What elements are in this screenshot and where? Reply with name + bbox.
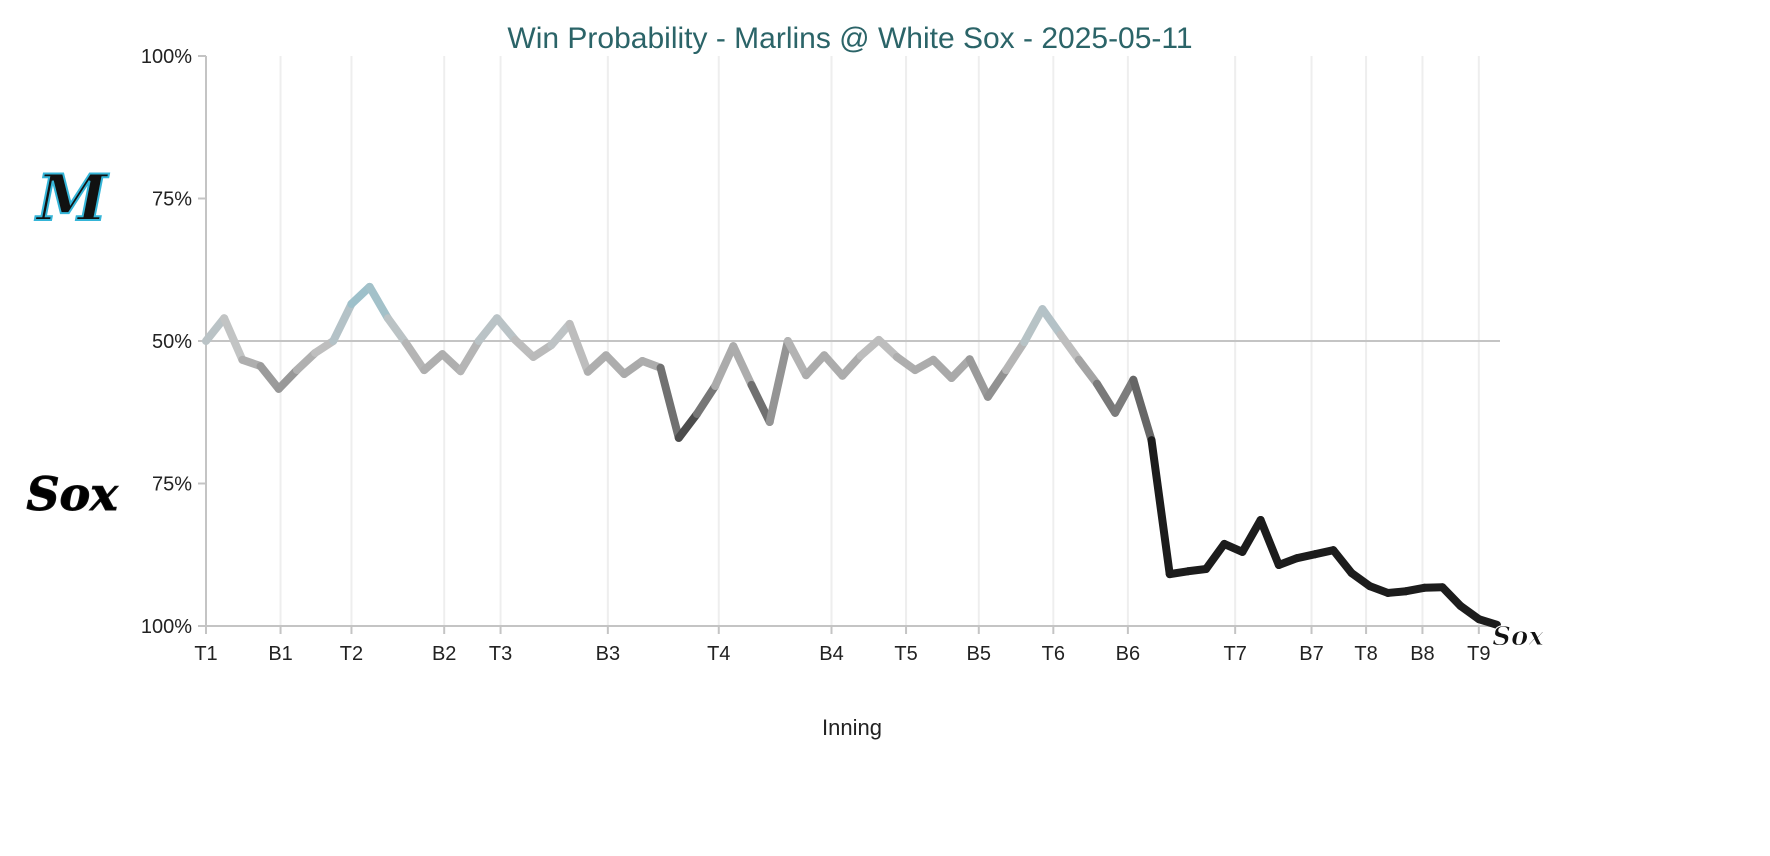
line-segment xyxy=(602,351,629,379)
x-tick-label: T7 xyxy=(1223,643,1246,665)
line-segment xyxy=(1129,375,1156,445)
x-tick-label: B8 xyxy=(1410,643,1434,665)
line-segment xyxy=(929,355,956,383)
line-segment xyxy=(765,337,792,426)
win-probability-line xyxy=(202,282,1501,629)
line-segment xyxy=(1074,355,1101,388)
x-tick-label: B1 xyxy=(268,643,292,665)
line-segment xyxy=(674,409,701,442)
line-segment xyxy=(838,351,865,380)
marlins-logo: M xyxy=(35,161,110,236)
line-segment xyxy=(511,335,538,361)
line-segment xyxy=(692,382,720,418)
line-segment xyxy=(347,282,374,308)
x-tick-label: B6 xyxy=(1116,643,1140,665)
y-tick-label: 75% xyxy=(152,189,192,211)
line-segment xyxy=(1238,515,1265,556)
y-ticks: 100% 75% 50% 75% 100% xyxy=(141,46,206,638)
x-tick-label: B4 xyxy=(819,643,843,665)
chart-title: Win Probability - Marlins @ White Sox - … xyxy=(507,22,1192,55)
line-segment xyxy=(1256,515,1283,570)
x-tick-label: T2 xyxy=(340,643,363,665)
line-segment xyxy=(1202,539,1229,573)
x-tick-label: B2 xyxy=(432,643,456,665)
line-segment xyxy=(583,351,611,376)
x-tick-label: T4 xyxy=(707,643,730,665)
line-segment xyxy=(656,363,683,442)
line-segment xyxy=(565,319,592,376)
x-tick-label: T8 xyxy=(1354,643,1377,665)
line-segment xyxy=(220,314,247,364)
line-segment xyxy=(438,350,465,376)
line-segment xyxy=(420,350,447,375)
line-segment xyxy=(1002,338,1029,375)
x-tick-label: T6 xyxy=(1042,643,1065,665)
line-segment xyxy=(947,355,974,383)
line-segment xyxy=(856,335,883,360)
line-segment xyxy=(292,348,320,375)
y-tick-label: 100% xyxy=(141,616,192,638)
line-segment xyxy=(1329,546,1356,577)
line-segment xyxy=(1474,615,1501,629)
line-segment xyxy=(383,314,411,348)
line-segment xyxy=(329,299,356,345)
line-segment xyxy=(474,314,501,345)
line-segment xyxy=(874,335,901,361)
line-segment xyxy=(965,355,992,401)
x-tick-label: B3 xyxy=(596,643,620,665)
line-segment xyxy=(202,314,229,345)
x-tick-label: T3 xyxy=(489,643,512,665)
line-segment xyxy=(711,342,738,391)
x-ticks: T1 B1 T2 B2 T3 B3 T4 B4 T5 B5 T6 B6 T7 B7 T8 B8 T9 xyxy=(194,626,1490,665)
line-segment xyxy=(783,337,811,380)
white-sox-end-logo: Sox xyxy=(1492,622,1544,652)
x-tick-label: T1 xyxy=(194,643,217,665)
line-segment xyxy=(729,342,756,389)
line-segment xyxy=(983,366,1011,401)
y-tick-label: 75% xyxy=(152,474,192,496)
y-tick-label: 50% xyxy=(152,331,192,353)
line-segment xyxy=(547,319,574,349)
y-tick-label: 100% xyxy=(141,46,192,68)
line-segment xyxy=(820,351,847,380)
line-segment xyxy=(802,351,829,380)
x-axis-label: Inning xyxy=(822,715,882,740)
line-segment xyxy=(1038,305,1065,339)
x-tick-label: B5 xyxy=(967,643,991,665)
line-segment xyxy=(1147,436,1174,579)
x-tick-label: T5 xyxy=(894,643,917,665)
line-segment xyxy=(747,380,774,426)
x-tick-label: T9 xyxy=(1467,643,1490,665)
line-segment xyxy=(1111,375,1138,417)
line-segment xyxy=(1056,330,1083,364)
line-segment xyxy=(402,339,429,375)
line-segment xyxy=(1020,305,1047,347)
line-segment xyxy=(1438,583,1465,611)
x-tick-label: B7 xyxy=(1299,643,1323,665)
line-segment xyxy=(256,362,283,393)
line-segment xyxy=(492,314,520,344)
line-segment xyxy=(456,337,483,376)
line-segment xyxy=(1092,379,1120,417)
white-sox-logo: Sox xyxy=(26,467,118,521)
line-segment xyxy=(365,282,392,323)
line-segment xyxy=(274,366,301,393)
